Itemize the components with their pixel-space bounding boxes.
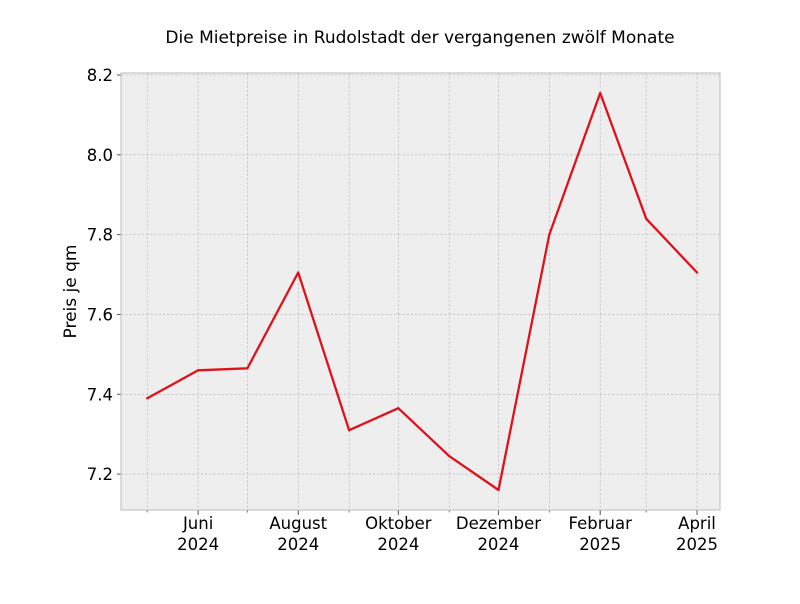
plot-frame bbox=[120, 72, 721, 511]
data-point bbox=[246, 367, 249, 370]
y-axis-ticks: 7.2 7.4 7.6 7.8 8.0 8.2 bbox=[87, 66, 121, 484]
y-tick-label: 7.4 bbox=[87, 385, 113, 404]
series-line bbox=[146, 91, 699, 492]
data-point bbox=[348, 429, 351, 432]
data-point bbox=[397, 407, 400, 410]
x-tick-label-year: 2024 bbox=[377, 535, 419, 554]
x-tick-label-month: August bbox=[269, 514, 327, 533]
x-tick-label-month: April bbox=[678, 514, 716, 533]
data-point bbox=[497, 488, 500, 492]
x-tick-label-year: 2024 bbox=[177, 535, 219, 554]
y-tick-label: 7.6 bbox=[87, 305, 113, 324]
plot-area bbox=[121, 73, 720, 510]
chart-title: Die Mietpreise in Rudolstadt der vergang… bbox=[165, 28, 674, 48]
data-point bbox=[297, 271, 300, 274]
x-axis-ticks: Juni 2024 August 2024 Oktober 2024 Dezember 202… bbox=[177, 510, 718, 554]
x-tick-label-month: Oktober bbox=[365, 514, 432, 533]
series-layer bbox=[146, 91, 699, 492]
x-tick-label-year: 2024 bbox=[477, 535, 519, 554]
y-tick-label: 8.0 bbox=[87, 146, 113, 165]
x-tick-label-year: 2025 bbox=[676, 535, 718, 554]
x-tick-label-year: 2024 bbox=[277, 535, 319, 554]
data-point bbox=[448, 455, 451, 458]
x-tick-label-month: Februar bbox=[569, 514, 633, 533]
data-point bbox=[197, 369, 200, 372]
y-axis-label: Preis je qm bbox=[61, 245, 81, 339]
data-point bbox=[695, 271, 699, 274]
x-tick-label-month: Juni bbox=[182, 514, 213, 533]
data-point bbox=[548, 233, 551, 236]
x-tick-label-month: Dezember bbox=[456, 514, 541, 533]
y-tick-label: 7.8 bbox=[87, 226, 113, 245]
data-point bbox=[599, 91, 602, 95]
grid-lines bbox=[121, 73, 720, 510]
y-tick-label: 8.2 bbox=[87, 66, 113, 85]
data-point bbox=[146, 397, 149, 400]
y-tick-label: 7.2 bbox=[87, 465, 113, 484]
data-point bbox=[645, 217, 648, 220]
x-tick-label-year: 2025 bbox=[579, 535, 621, 554]
